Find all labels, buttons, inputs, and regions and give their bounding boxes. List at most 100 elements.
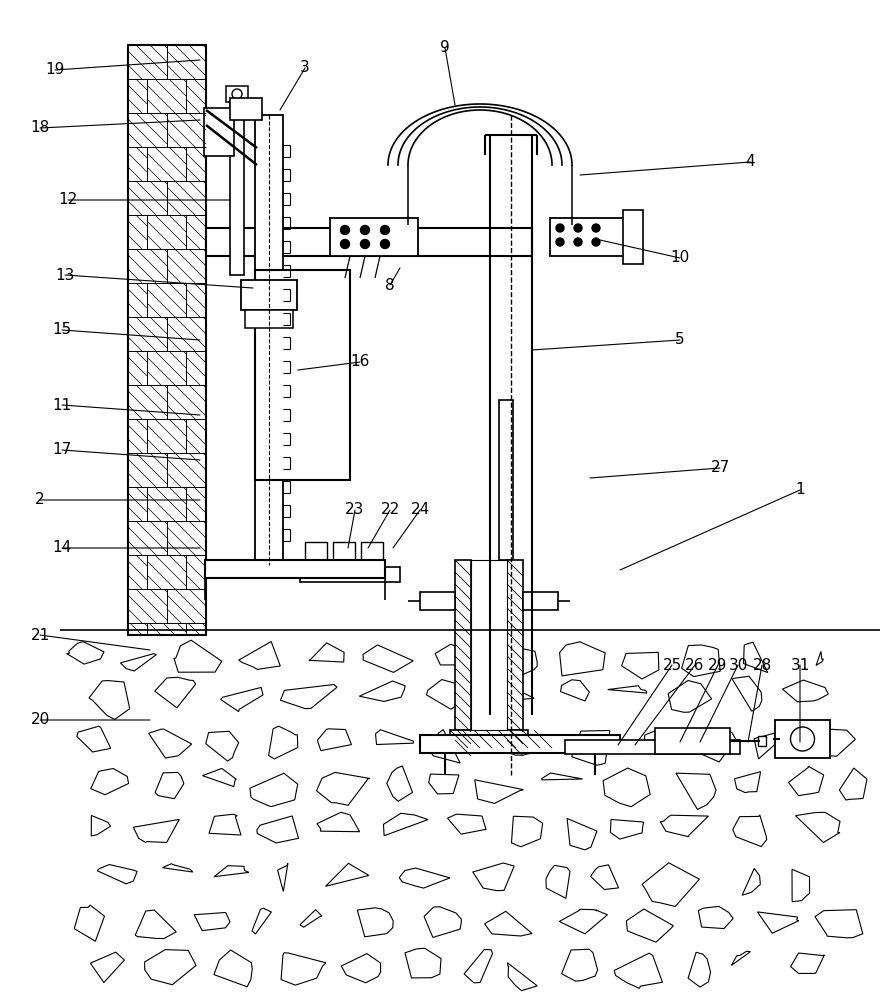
Bar (205, 560, 385, 578)
Text: 8: 8 (385, 277, 395, 292)
Bar (499, 400, 513, 560)
Polygon shape (252, 908, 272, 934)
Circle shape (574, 238, 582, 246)
Text: 2: 2 (35, 492, 45, 508)
Polygon shape (90, 952, 125, 983)
Polygon shape (560, 642, 605, 676)
Text: 25: 25 (662, 658, 682, 672)
Bar (128, 45, 206, 635)
Bar (565, 740, 740, 754)
Circle shape (556, 224, 564, 232)
Polygon shape (357, 908, 393, 937)
Text: 31: 31 (790, 658, 810, 672)
Polygon shape (74, 905, 104, 941)
Text: 23: 23 (346, 502, 364, 518)
Polygon shape (699, 906, 733, 929)
Polygon shape (622, 652, 658, 679)
Circle shape (556, 238, 564, 246)
Circle shape (232, 89, 242, 99)
Circle shape (380, 226, 389, 234)
Polygon shape (614, 953, 662, 988)
Polygon shape (424, 907, 462, 937)
Polygon shape (792, 869, 810, 902)
Bar (420, 735, 620, 753)
Circle shape (592, 224, 600, 232)
Text: 11: 11 (53, 397, 71, 412)
Bar (300, 567, 400, 582)
Text: 13: 13 (55, 267, 75, 282)
Polygon shape (363, 645, 413, 672)
Polygon shape (309, 643, 344, 662)
Polygon shape (789, 766, 823, 796)
Circle shape (340, 226, 349, 234)
Polygon shape (591, 865, 618, 889)
Bar (206, 228, 532, 256)
Polygon shape (300, 910, 322, 927)
Polygon shape (732, 676, 762, 711)
Circle shape (574, 224, 582, 232)
Bar (245, 310, 293, 328)
Polygon shape (387, 766, 413, 801)
Bar (330, 218, 418, 256)
Text: 17: 17 (53, 442, 71, 458)
Polygon shape (214, 950, 252, 987)
Polygon shape (97, 865, 137, 884)
Circle shape (592, 238, 600, 246)
Text: 28: 28 (752, 658, 772, 672)
Text: 26: 26 (685, 658, 705, 672)
Polygon shape (642, 730, 674, 750)
Polygon shape (572, 730, 609, 765)
Polygon shape (475, 780, 523, 803)
Text: 3: 3 (300, 60, 310, 76)
Text: 29: 29 (708, 658, 728, 672)
Polygon shape (194, 912, 230, 931)
Polygon shape (815, 910, 862, 938)
Polygon shape (149, 729, 192, 758)
Text: 9: 9 (440, 40, 450, 55)
Polygon shape (447, 814, 486, 834)
Polygon shape (492, 733, 550, 755)
Polygon shape (816, 651, 823, 665)
Circle shape (790, 727, 814, 751)
Polygon shape (542, 773, 583, 780)
Polygon shape (608, 686, 647, 693)
Text: 14: 14 (53, 540, 71, 556)
Text: 5: 5 (675, 332, 685, 348)
Polygon shape (692, 729, 736, 762)
Polygon shape (660, 815, 708, 837)
Polygon shape (754, 732, 782, 759)
Polygon shape (427, 680, 472, 709)
Polygon shape (89, 681, 130, 719)
Bar (420, 592, 455, 610)
Polygon shape (249, 773, 298, 807)
Text: 22: 22 (380, 502, 400, 518)
Bar (230, 100, 244, 275)
Polygon shape (202, 768, 236, 787)
Polygon shape (435, 644, 481, 665)
Text: 20: 20 (30, 712, 50, 728)
Polygon shape (317, 812, 360, 832)
Polygon shape (341, 954, 380, 983)
Polygon shape (399, 868, 450, 888)
Text: 21: 21 (30, 628, 50, 643)
Polygon shape (144, 950, 196, 985)
Circle shape (361, 226, 370, 234)
Polygon shape (155, 772, 184, 799)
Polygon shape (497, 682, 535, 701)
Bar (775, 720, 830, 758)
Polygon shape (508, 963, 537, 991)
Bar (333, 542, 355, 564)
Bar (455, 560, 471, 730)
Bar (255, 115, 283, 565)
Polygon shape (782, 680, 829, 702)
Polygon shape (676, 773, 716, 809)
Polygon shape (603, 768, 650, 807)
Polygon shape (209, 814, 241, 835)
Polygon shape (135, 910, 176, 939)
Polygon shape (743, 642, 768, 673)
Polygon shape (278, 863, 288, 891)
Bar (361, 542, 383, 564)
Polygon shape (325, 863, 369, 886)
Polygon shape (511, 647, 537, 677)
Polygon shape (839, 768, 867, 800)
